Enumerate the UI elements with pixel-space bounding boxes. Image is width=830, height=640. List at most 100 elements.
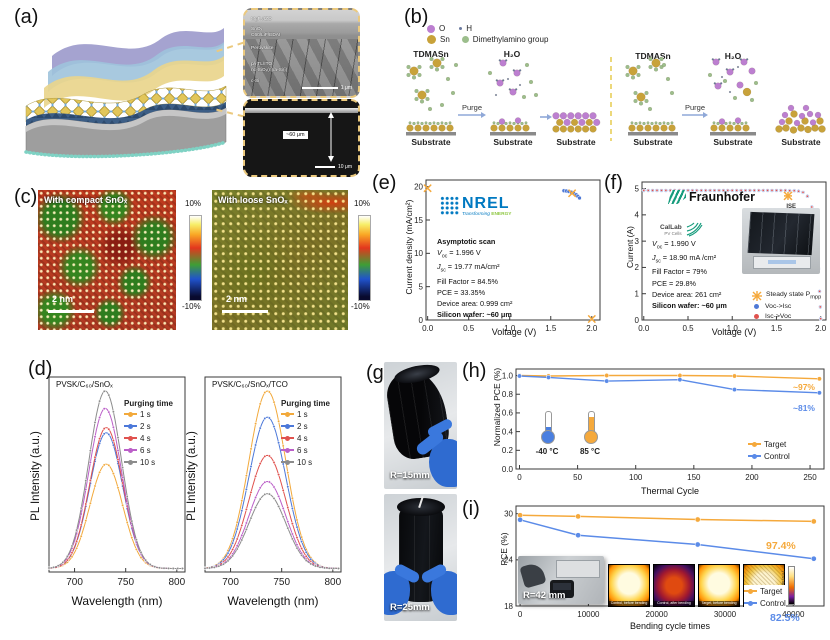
svg-text:1.0: 1.0 (727, 324, 739, 333)
dimethylamino-label: Dimethylamino group (472, 35, 549, 44)
scan-type: Asymptotic scan (437, 237, 496, 246)
legend-row: 2 s (124, 420, 173, 432)
svg-text:24: 24 (504, 556, 513, 565)
scale-bar: 10 μm (315, 164, 352, 170)
fraunhofer-logo-text: Fraunhofer (689, 190, 755, 204)
svg-text:0.5: 0.5 (682, 324, 694, 333)
steady-state-marker-icon (752, 291, 762, 301)
legend-label: Voc->Isc (765, 302, 792, 310)
jsc-line: Jsc = 19.77 mA/cm² (437, 262, 500, 274)
thickness-arrow (328, 112, 334, 162)
layer-label: nc-SiOₓ(n)/a-Si(i) (251, 68, 288, 73)
nrel-logo-icon (440, 196, 459, 215)
thermal-legend: Target Control (748, 438, 790, 462)
target-retention-annotation: ~97% (793, 382, 815, 392)
hot-temp-label: 85 °C (579, 447, 601, 456)
nrel-logo: NREL Transforming ENERGY (440, 196, 512, 217)
purging-legend-left: Purging time 1 s 2 s 4 s 6 s 10 s (124, 399, 173, 468)
x-axis-label: Voltage (V) (711, 327, 757, 337)
svg-text:0.0: 0.0 (502, 465, 514, 474)
voc-isc-marker-icon (754, 303, 759, 309)
svg-text:30: 30 (504, 509, 513, 518)
svg-text:5: 5 (635, 184, 640, 193)
pl-spectrum-chart-right: 700 750 800 (203, 376, 342, 588)
cold-temp-label: -40 °C (535, 447, 559, 456)
tin-icon (427, 35, 436, 44)
panel-f-label: (f) (604, 172, 623, 194)
module-photo-inset (742, 208, 820, 274)
layer-label: Perovskite (251, 46, 274, 51)
svg-text:1.0: 1.0 (502, 371, 514, 380)
water-label: H₂O (724, 51, 742, 61)
svg-text:0.8: 0.8 (502, 390, 514, 399)
el-caption: Target, before bending (699, 601, 739, 606)
hydrogen-label: H (466, 24, 473, 33)
area-line: Device area: 0.999 cm² (437, 298, 513, 308)
svg-text:10000: 10000 (577, 610, 600, 619)
substrate-label: Substrate (411, 137, 451, 147)
atom-legend: O H Sn Dimethylamino group (427, 24, 548, 44)
scale-bar-line (222, 310, 268, 313)
colorbar-min-label: -10% (182, 302, 201, 311)
legend-label: Isc->Voc (765, 312, 792, 320)
fraunhofer-logo-icon (668, 190, 686, 204)
legend-row: 6 s (124, 444, 173, 456)
atom-legend-row: O H (427, 24, 548, 33)
panel-i-label: (i) (462, 498, 480, 520)
device-params-fraunhofer: Voc = 1.990 V Jsc = 18.90 mA /cm² Fill F… (652, 238, 727, 311)
legend-row: Target (744, 585, 786, 597)
strain-map-loose: With loose SnOₓ 2 nm (212, 190, 348, 330)
substrate-label: Substrate (493, 137, 533, 147)
callab-logo: CalLab PV Cells (660, 222, 703, 237)
panel-h-label: (h) (462, 360, 487, 382)
tdmasn-label: TDMASn (635, 51, 671, 61)
ff-line: Fill Factor = 84.5% (437, 276, 499, 286)
strain-map-title: With loose SnOₓ (218, 195, 288, 205)
substrate-label: Substrate (556, 137, 596, 147)
cold-thermometer-icon (538, 410, 556, 444)
legend-row: Voc->Isc (752, 301, 821, 311)
bending-machine-photo-inset: R=42 mm (518, 556, 604, 604)
fraunhofer-logo: Fraunhofer ISE (668, 190, 796, 210)
legend-row: 1 s (124, 408, 173, 420)
y-axis-label: Current density (mA/cm²) (404, 199, 414, 295)
svg-text:30000: 30000 (714, 610, 737, 619)
svg-text:0.0: 0.0 (422, 324, 434, 333)
device-params-nrel: Asymptotic scan Voc = 1.996 V Jsc = 19.7… (437, 236, 512, 320)
svg-text:700: 700 (66, 577, 83, 588)
panel-e-label: (e) (372, 172, 397, 194)
chart-title: PVSK/C₆₀/SnOₓ (56, 380, 113, 389)
machine-controller (550, 580, 574, 598)
legend-row: Control (748, 450, 790, 462)
iv-legend: Steady state Pmpp Voc->Isc Isc->Voc (752, 291, 821, 321)
el-caption: Control, after bending (654, 601, 694, 606)
chart-title: PVSK/C₆₀/SnOₓ/TCO (212, 380, 288, 389)
svg-text:1: 1 (635, 290, 640, 299)
svg-text:0.5: 0.5 (463, 324, 475, 333)
fraunhofer-ise-text: ISE (786, 204, 796, 210)
jsc-line: Jsc = 18.90 mA /cm² (652, 253, 717, 265)
legend-label: Steady state Pmpp (766, 291, 822, 301)
isc-voc-marker-icon (754, 313, 759, 319)
svg-text:750: 750 (273, 577, 290, 588)
atom-legend-row: Sn Dimethylamino group (427, 35, 548, 44)
x-axis-label: Wavelength (nm) (71, 594, 163, 608)
sem-cross-section-inset: MgF₂/IZO SnOₓ C60/LiF/EDAI Perovskite p/… (243, 8, 360, 98)
panel-d-label: (d) (28, 358, 53, 380)
y-axis-label: PL Intensity (a.u.) (186, 431, 198, 521)
legend-row: 4 s (281, 432, 330, 444)
svg-text:800: 800 (168, 577, 185, 588)
svg-text:0: 0 (419, 316, 424, 325)
dimethylamino-icon (461, 36, 469, 43)
strain-map-compact: With compact SnOₓ 2 nm (38, 190, 176, 330)
legend-row: Control (744, 597, 786, 609)
el-caption: Control, before bending (609, 601, 649, 606)
wafer-line: Silicon wafer: ~60 μm (652, 300, 727, 310)
intensity-colorbar (788, 566, 795, 605)
thermal-cycle-chart: 0 50 100 150 200 250 0.0 0.2 0.4 0.6 0.8 1.0 (502, 368, 825, 482)
legend-row: 4 s (124, 432, 173, 444)
scale-bar: 1 μm (301, 85, 352, 91)
panel-c-label: (c) (14, 186, 38, 208)
controller-screen (553, 583, 571, 590)
display-readout (767, 260, 797, 264)
